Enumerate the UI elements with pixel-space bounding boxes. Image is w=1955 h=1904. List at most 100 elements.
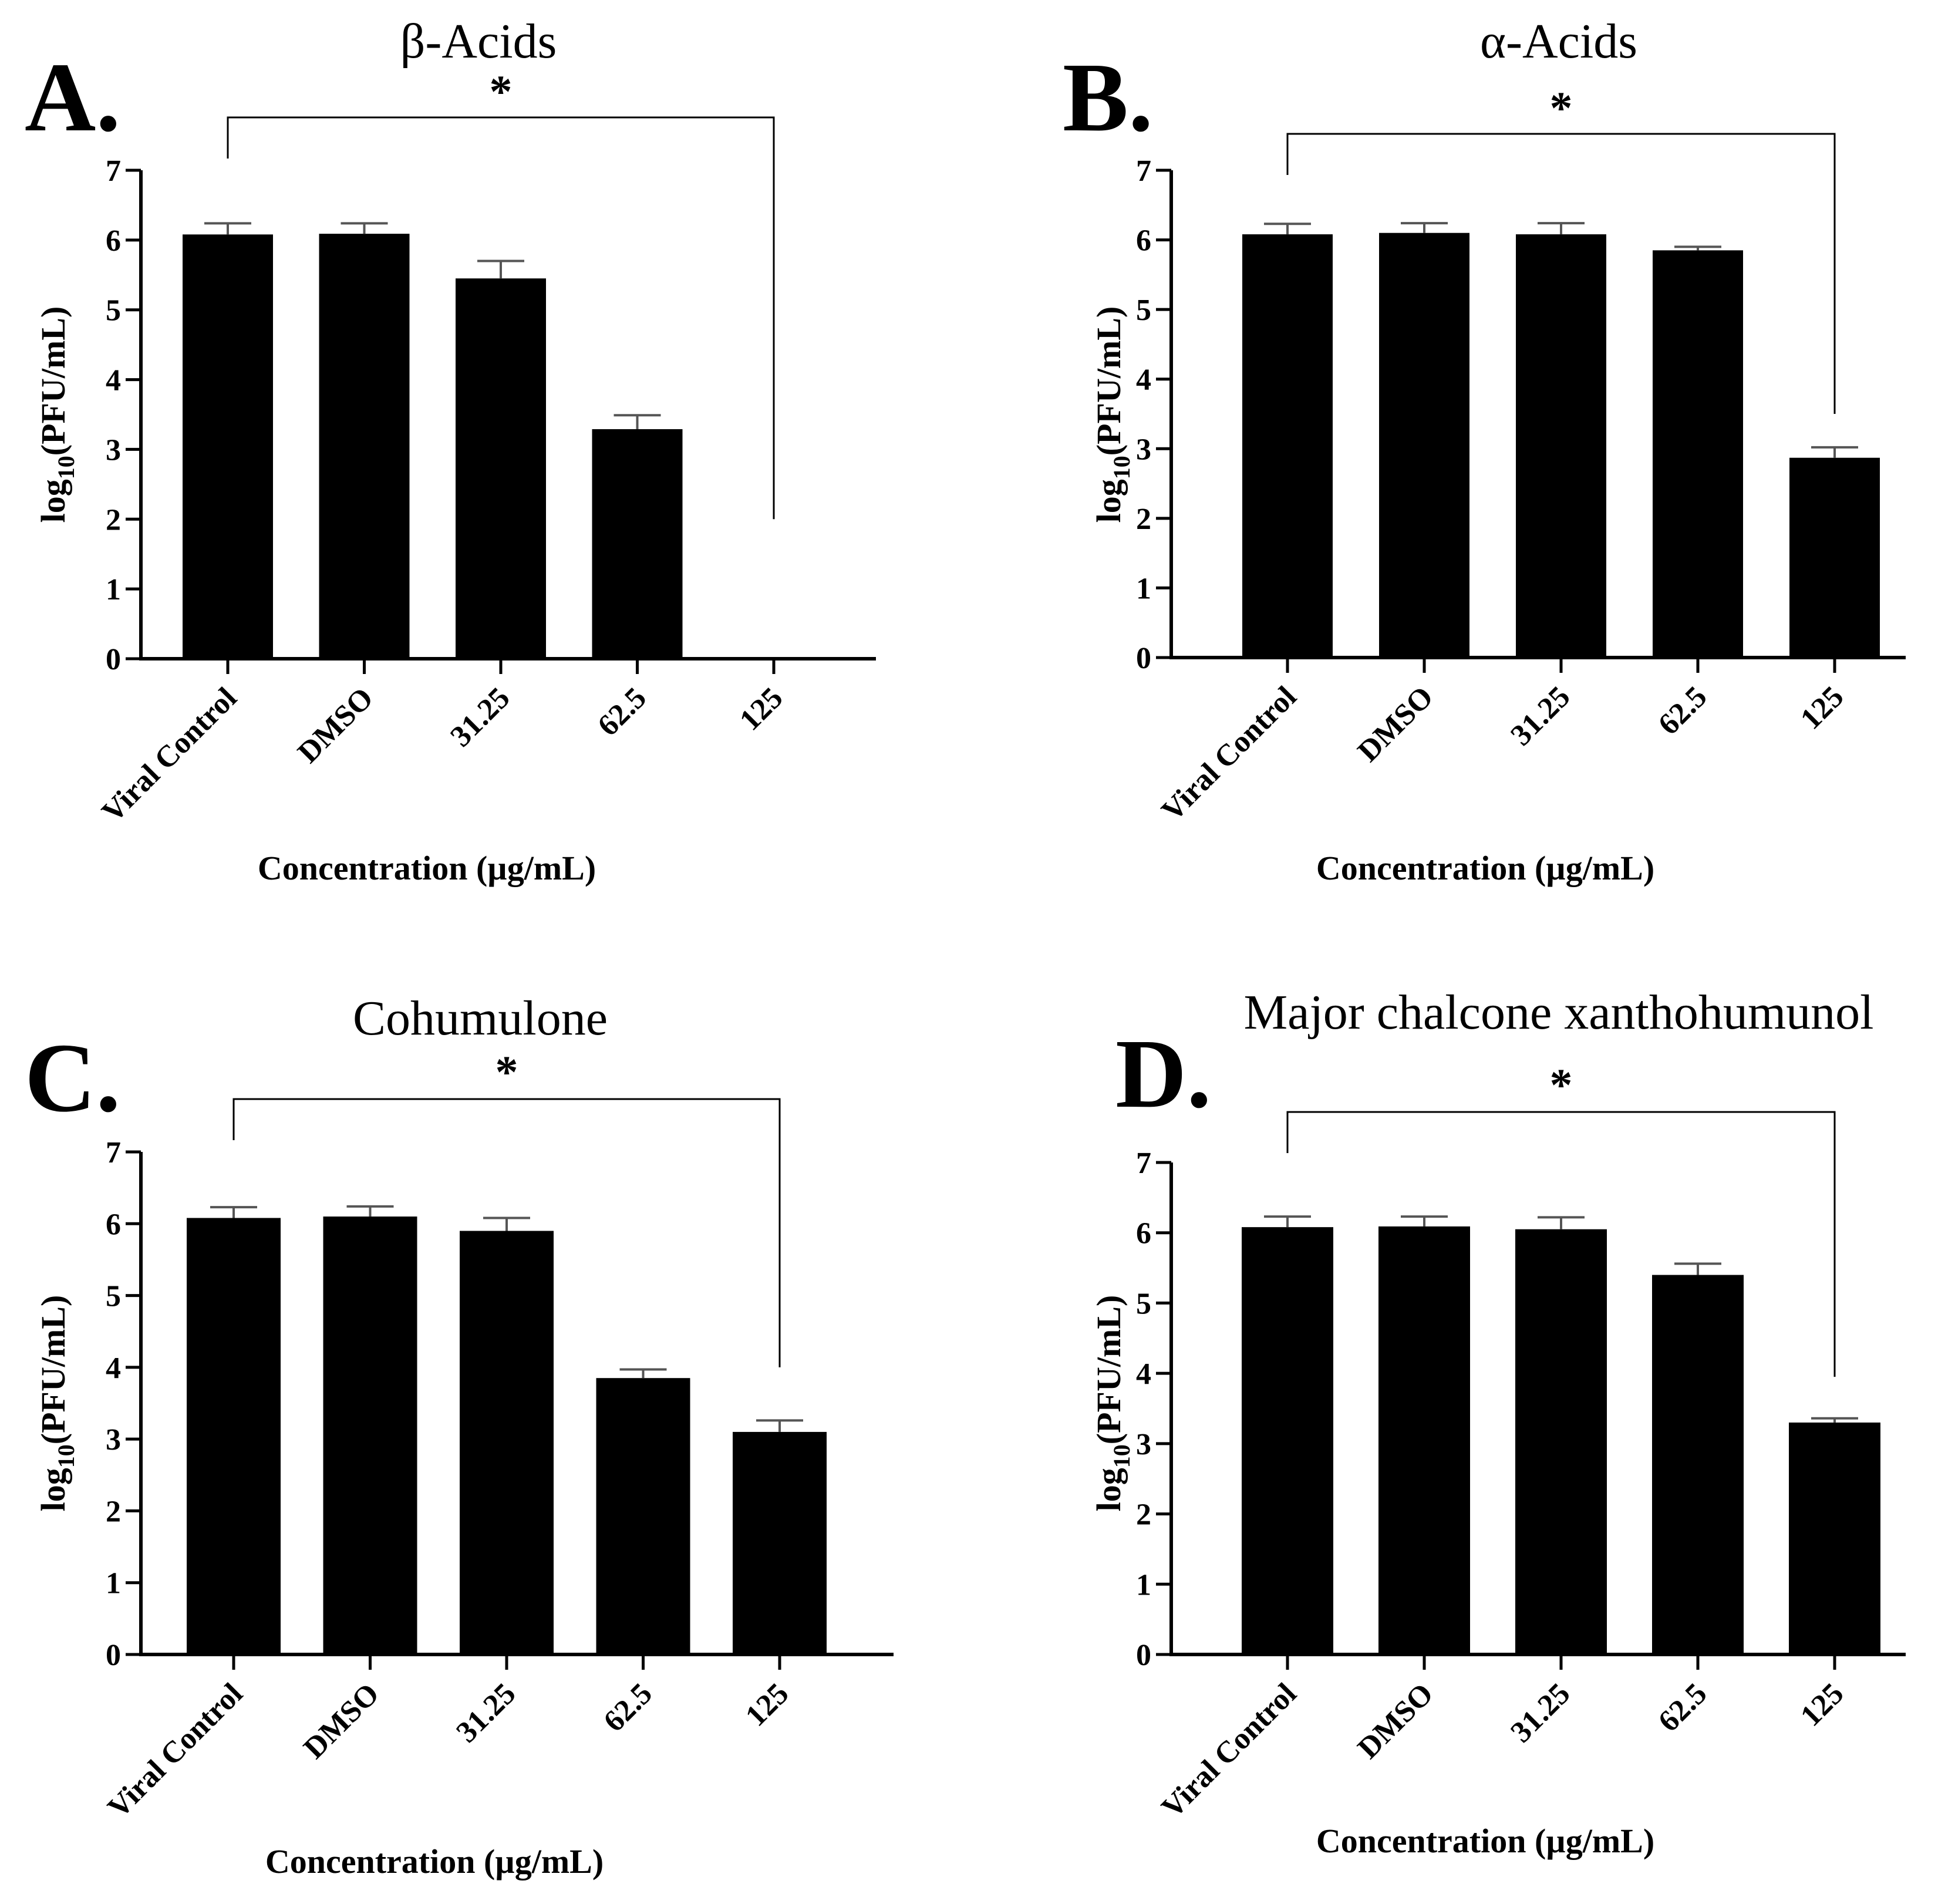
- y-tick-label: 2: [1136, 503, 1151, 536]
- chart-panel-d: Major chalcone xanthohumunol D. 0 1 2 3 4 5 6 7 Vi…: [1090, 985, 1906, 1860]
- y-tick-label: 4: [106, 1352, 121, 1385]
- y-tick-label: 4: [1136, 1357, 1151, 1391]
- x-tick-label: 31.25: [1504, 1677, 1576, 1749]
- x-tick-label: 125: [1794, 1677, 1850, 1733]
- y-axis-label-subscript: 10: [1108, 456, 1135, 479]
- chart-panel-b: α-Acids B. 0 1 2 3 4 5 6 7 Viral Control DMSO 31.25 6…: [1063, 14, 1906, 887]
- bar: [1653, 250, 1743, 658]
- y-tick-label: 3: [1136, 433, 1151, 466]
- x-axis-label: Concentration (µg/mL): [258, 849, 596, 887]
- y-tick-label: 3: [1136, 1428, 1151, 1461]
- bar: [1789, 457, 1880, 658]
- bar: [183, 234, 273, 659]
- y-tick-label: 4: [1136, 363, 1151, 397]
- significance-star: *: [1550, 1059, 1573, 1110]
- y-tick-label: 7: [106, 1136, 121, 1170]
- chart-title: Major chalcone xanthohumunol: [1243, 985, 1873, 1040]
- x-tick-label: Viral Control: [102, 1677, 250, 1825]
- y-tick-label: 2: [106, 1495, 121, 1528]
- y-tick-label: 2: [106, 503, 121, 537]
- y-axis-label: log10(PFU/mL): [1090, 306, 1135, 523]
- x-tick-label: 62.5: [597, 1677, 659, 1738]
- y-tick-label: 0: [1136, 642, 1151, 675]
- y-tick-label: 0: [106, 643, 121, 676]
- y-tick-label: 6: [1136, 224, 1151, 258]
- x-tick-label: 31.25: [1504, 680, 1576, 752]
- x-tick-label: Viral Control: [1155, 1677, 1303, 1825]
- y-axis-label-log: log: [1090, 479, 1128, 523]
- x-axis-label: Concentration (µg/mL): [265, 1842, 604, 1881]
- x-tick-label: 31.25: [450, 1677, 522, 1749]
- x-axis-label: Concentration (µg/mL): [1316, 1822, 1654, 1860]
- bar: [460, 1231, 554, 1654]
- y-axis-label: log10(PFU/mL): [1090, 1295, 1135, 1512]
- y-axis-label: log10(PFU/mL): [34, 1295, 79, 1512]
- panel-letter: A.: [25, 43, 120, 152]
- significance-star: *: [496, 1046, 518, 1097]
- significance-star: *: [490, 66, 513, 117]
- y-tick-label: 6: [106, 1208, 121, 1241]
- chart-panel-c: Cohumulone C. 0 1 2 3 4 5 6 7 Viral Control DMSO 31.…: [25, 991, 894, 1881]
- y-axis-label-unit: (PFU/mL): [1090, 306, 1128, 456]
- chart-title: α-Acids: [1480, 14, 1637, 69]
- x-tick-label: 125: [1794, 680, 1850, 736]
- bar: [323, 1216, 417, 1654]
- y-axis-label-subscript: 10: [1108, 1444, 1135, 1468]
- bar: [733, 1431, 827, 1654]
- y-axis-label-log: log: [1090, 1468, 1128, 1511]
- panel-letter: D.: [1115, 1019, 1211, 1128]
- y-tick-label: 4: [106, 364, 121, 397]
- y-tick-label: 0: [1136, 1639, 1151, 1672]
- x-tick-label: DMSO: [291, 681, 380, 770]
- x-tick-label: DMSO: [297, 1677, 386, 1765]
- bar: [456, 278, 546, 659]
- y-axis-label-log: log: [34, 1468, 72, 1511]
- y-tick-label: 1: [106, 1567, 121, 1600]
- y-tick-label: 5: [1136, 294, 1151, 327]
- y-tick-label: 5: [106, 1280, 121, 1313]
- y-axis-label-unit: (PFU/mL): [34, 306, 72, 456]
- x-tick-label: 62.5: [591, 681, 653, 743]
- y-tick-label: 2: [1136, 1498, 1151, 1532]
- significance-star: *: [1550, 82, 1573, 133]
- y-tick-label: 5: [106, 294, 121, 328]
- bar: [1515, 1229, 1607, 1654]
- bar: [1789, 1422, 1880, 1654]
- bar: [187, 1218, 281, 1654]
- bar: [1378, 1226, 1470, 1654]
- bar: [1379, 232, 1469, 658]
- significance-bracket: [1286, 133, 1836, 414]
- y-tick-label: 1: [1136, 572, 1151, 605]
- y-axis-label-log: log: [34, 479, 72, 523]
- y-axis-label-subscript: 10: [53, 1444, 79, 1468]
- y-axis-label-unit: (PFU/mL): [34, 1295, 72, 1445]
- x-tick-label: DMSO: [1351, 1677, 1440, 1765]
- x-tick-label: 62.5: [1652, 680, 1714, 742]
- y-tick-label: 3: [106, 433, 121, 467]
- chart-title: Cohumulone: [353, 991, 608, 1046]
- y-tick-label: 7: [1136, 1147, 1151, 1180]
- y-axis-label: log10(PFU/mL): [34, 306, 79, 523]
- x-tick-label: Viral Control: [1155, 680, 1303, 828]
- y-tick-label: 6: [106, 224, 121, 258]
- bar: [1652, 1275, 1744, 1654]
- x-tick-label: Viral Control: [96, 681, 244, 829]
- x-tick-label: DMSO: [1351, 680, 1440, 769]
- significance-bracket: [232, 1098, 781, 1367]
- bar: [1242, 1227, 1333, 1654]
- panel-letter: C.: [25, 1023, 120, 1133]
- chart-title: β-Acids: [400, 14, 557, 69]
- y-tick-label: 5: [1136, 1287, 1151, 1320]
- x-axis-label: Concentration (µg/mL): [1316, 849, 1654, 887]
- x-tick-label: 125: [733, 681, 789, 737]
- panel-letter: B.: [1063, 43, 1153, 152]
- y-tick-label: 7: [1136, 154, 1151, 188]
- x-tick-label: 125: [739, 1677, 795, 1733]
- chart-panel-a: β-Acids A. 0 1 2 3 4 5 6 7 Viral Control DMSO 31.25 6…: [25, 14, 876, 887]
- bar: [319, 234, 410, 659]
- y-tick-label: 1: [1136, 1568, 1151, 1602]
- bar: [596, 1378, 690, 1654]
- x-tick-label: 62.5: [1652, 1677, 1714, 1738]
